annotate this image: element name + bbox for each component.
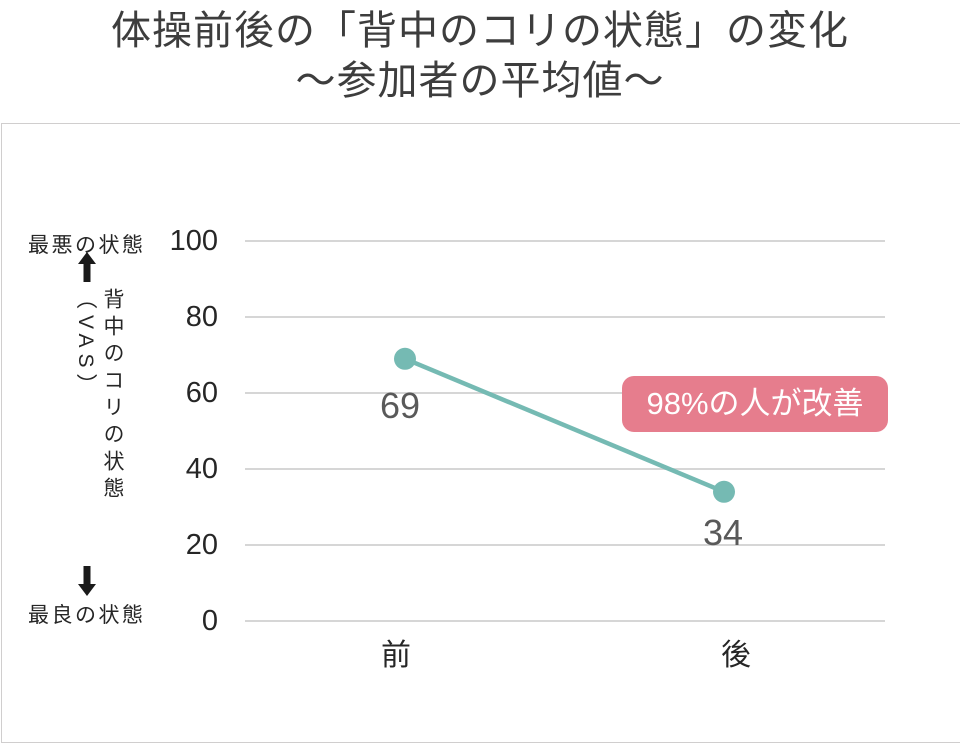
category-label: 前 [381, 639, 411, 672]
page-title-line1: 体操前後の「背中のコリの状態」の変化 [111, 9, 849, 53]
y-tick-label: 0 [201, 605, 218, 637]
y-tick-label: 40 [185, 453, 218, 485]
slide: 体操前後の「背中のコリの状態」の変化 ～参加者の平均値～ 100 80 60 40 20… [1, 9, 960, 743]
y-tick-label: 60 [185, 377, 218, 409]
data-label: 69 [379, 385, 421, 426]
arrow-up-icon [78, 252, 96, 282]
y-gridline [245, 544, 885, 546]
y-tick-label: 100 [169, 225, 218, 257]
category-label: 後 [721, 639, 751, 672]
y-gridline [245, 316, 885, 318]
page-title-line2: ～参加者の平均値～ [295, 59, 665, 103]
y-tick-label: 20 [185, 529, 218, 561]
y-gridline [245, 240, 885, 242]
y-gridline [245, 468, 885, 470]
y-axis-top-annotation: 最悪の状態 [28, 234, 146, 257]
data-point-marker [713, 480, 735, 503]
data-label: 34 [702, 512, 744, 553]
y-gridline [245, 620, 885, 622]
y-tick-label: 80 [185, 301, 218, 333]
improvement-badge: 98%の人が改善 [622, 376, 888, 432]
data-point-marker [394, 347, 416, 370]
arrow-down-icon [78, 566, 96, 596]
y-axis-bottom-annotation: 最良の状態 [28, 604, 146, 627]
y-axis-label: 背中のコリの状態（VAS） [74, 288, 124, 504]
